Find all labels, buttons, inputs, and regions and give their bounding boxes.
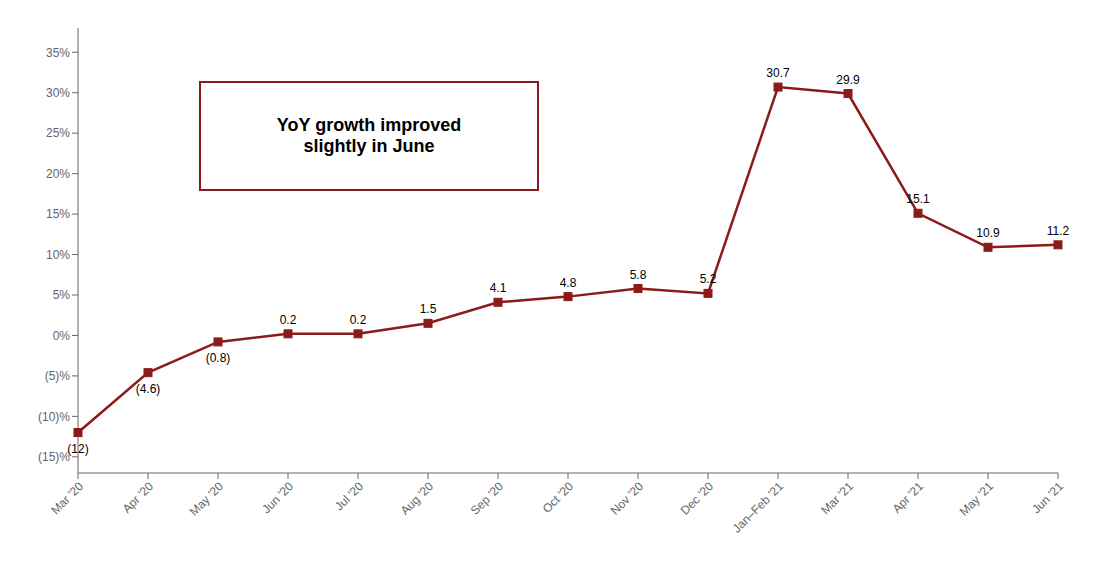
svg-text:30.7: 30.7 [766,66,790,80]
svg-text:5.2: 5.2 [700,272,717,286]
svg-text:4.1: 4.1 [490,281,507,295]
svg-text:Mar '21: Mar '21 [818,479,856,517]
svg-text:Jul '20: Jul '20 [332,479,366,513]
svg-text:Aug '20: Aug '20 [398,479,437,518]
svg-text:May '20: May '20 [187,479,227,519]
svg-text:1.5: 1.5 [420,302,437,316]
svg-text:15.1: 15.1 [906,192,930,206]
svg-text:Nov '20: Nov '20 [608,479,647,518]
svg-text:Jun '21: Jun '21 [1029,479,1066,516]
svg-text:15%: 15% [46,207,70,221]
svg-text:(15)%: (15)% [38,450,70,464]
svg-text:35%: 35% [46,46,70,60]
svg-text:(12): (12) [67,442,88,456]
svg-text:25%: 25% [46,126,70,140]
svg-text:Apr '21: Apr '21 [890,479,927,516]
html-text:YoY growth improved slightly i: YoY growth improved slightly in June [276,115,462,156]
svg-text:Mar '20: Mar '20 [48,479,86,517]
svg-text:Jun '20: Jun '20 [259,479,296,516]
svg-text:Sep '20: Sep '20 [468,479,507,518]
svg-text:20%: 20% [46,167,70,181]
svg-text:Dec '20: Dec '20 [678,479,717,518]
svg-text:0.2: 0.2 [350,313,367,327]
svg-text:11.2: 11.2 [1047,224,1070,238]
svg-text:(4.6): (4.6) [136,382,161,396]
svg-text:Oct '20: Oct '20 [540,479,577,516]
svg-text:10%: 10% [46,248,70,262]
svg-text:(0.8): (0.8) [206,351,231,365]
svg-text:(10)%: (10)% [38,410,70,424]
svg-text:Jan–Feb '21: Jan–Feb '21 [730,479,787,536]
svg-text:30%: 30% [46,86,70,100]
svg-text:10.9: 10.9 [976,226,1000,240]
svg-text:4.8: 4.8 [560,276,577,290]
svg-text:5.8: 5.8 [630,268,647,282]
svg-text:Apr '20: Apr '20 [120,479,157,516]
svg-text:29.9: 29.9 [836,73,860,87]
svg-text:0.2: 0.2 [280,313,297,327]
svg-text:(5)%: (5)% [45,369,71,383]
svg-text:5%: 5% [53,288,71,302]
svg-text:May '21: May '21 [957,479,997,519]
svg-text:0%: 0% [53,329,71,343]
